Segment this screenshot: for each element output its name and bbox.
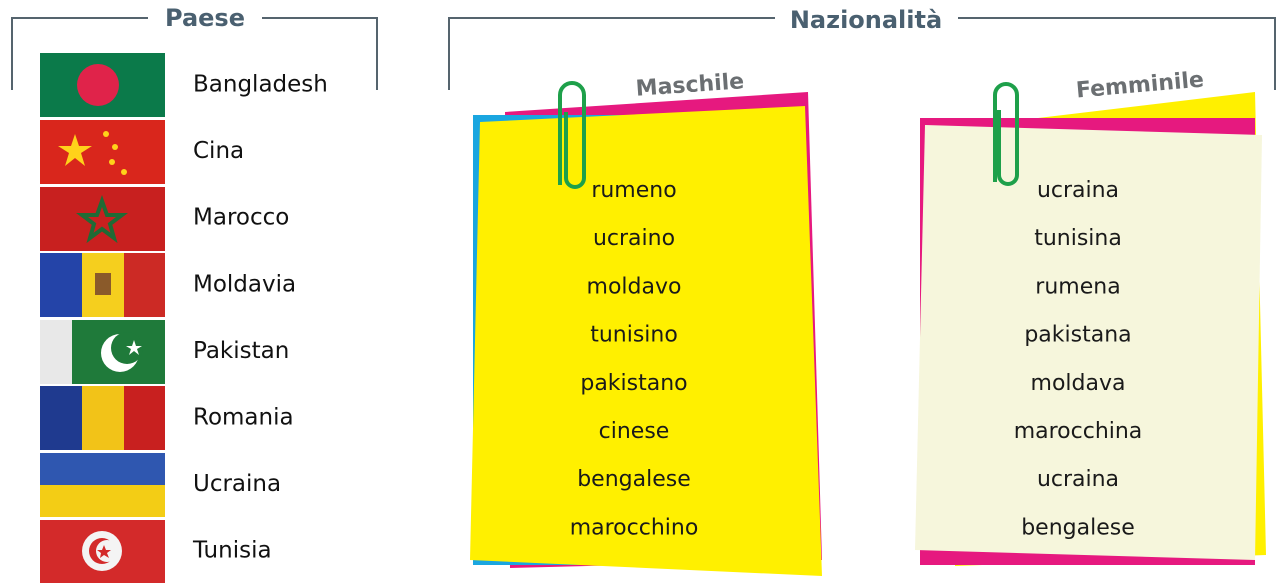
flag-china [40, 120, 165, 184]
country-name: Tunisia [192, 538, 272, 564]
country-name: Ucraina [193, 471, 281, 497]
nationality-item: pakistana [1024, 323, 1131, 348]
nationality-item: tunisina [1034, 226, 1122, 251]
flag-moldova [40, 253, 165, 317]
section-title: Paese [165, 4, 245, 32]
bracket [448, 17, 1276, 90]
bracket [11, 17, 378, 90]
nationality-item: tunisino [590, 323, 678, 348]
nationality-item: moldava [1031, 371, 1126, 396]
nationality-item: marocchino [570, 515, 699, 540]
flag-romania [40, 386, 165, 450]
flag-morocco [40, 187, 165, 251]
nationality-item: bengalese [577, 467, 691, 492]
nationality-item: ucraina [1037, 467, 1119, 492]
flag-bangladesh [40, 53, 165, 117]
flag-ukraine [40, 453, 165, 517]
nationality-item: rumeno [591, 178, 676, 203]
note-femminile: Femminile [915, 67, 1266, 566]
nationality-item: marocchina [1014, 419, 1143, 444]
country-name: Marocco [193, 205, 289, 231]
note-paper [470, 106, 822, 576]
nationality-item: bengalese [1021, 515, 1135, 540]
paperclip [558, 81, 586, 189]
country-name: Pakistan [193, 338, 289, 364]
nationality-item: moldavo [587, 274, 682, 299]
paperclip [993, 82, 1019, 186]
nationality-item: ucraino [593, 226, 675, 251]
country-name: Cina [193, 138, 244, 164]
flag-pakistan [40, 320, 165, 384]
nationality-item: pakistano [580, 371, 687, 396]
flags [40, 53, 165, 583]
nationality-item: ucraina [1037, 178, 1119, 203]
country-name: Romania [193, 405, 294, 431]
country-name: Bangladesh [193, 72, 328, 98]
note-title: Femminile [1075, 67, 1205, 103]
country-name: Moldavia [193, 271, 296, 297]
nationality-item: cinese [599, 419, 670, 444]
section-title: Nazionalità [790, 6, 942, 34]
flag-tunisia [40, 520, 165, 583]
note-maschile: Maschile [470, 69, 822, 576]
note-title: Maschile [635, 69, 745, 102]
note-paper [915, 125, 1262, 560]
nationality-item: rumena [1035, 274, 1120, 299]
